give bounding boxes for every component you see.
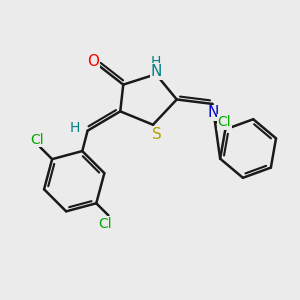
- Text: N: N: [151, 64, 162, 79]
- Text: N: N: [207, 105, 219, 120]
- Text: Cl: Cl: [30, 133, 44, 147]
- Text: S: S: [152, 127, 161, 142]
- Text: Cl: Cl: [217, 115, 231, 129]
- Text: H: H: [70, 121, 80, 135]
- Text: H: H: [151, 55, 161, 69]
- Text: Cl: Cl: [99, 217, 112, 231]
- Text: O: O: [88, 54, 100, 69]
